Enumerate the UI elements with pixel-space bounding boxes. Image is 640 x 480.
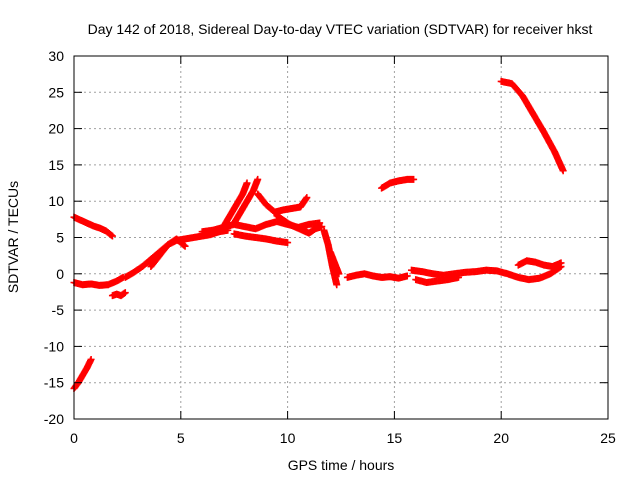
data-point (335, 270, 343, 278)
x-tick-label: 10 (280, 430, 296, 446)
x-tick-label: 25 (600, 430, 616, 446)
x-tick-label: 5 (177, 430, 185, 446)
data-point (557, 259, 565, 267)
data-point (303, 194, 311, 202)
data-point (121, 289, 129, 297)
data-point (243, 179, 251, 187)
data-point (333, 281, 341, 289)
data-point (318, 223, 326, 231)
data-point (108, 232, 116, 240)
y-tick-label: -20 (44, 411, 64, 427)
data-point (403, 272, 411, 280)
y-tick-label: 15 (48, 157, 64, 173)
data-point (284, 239, 292, 247)
y-tick-labels: -20 -15 -10 -5 0 5 10 15 20 25 30 (44, 48, 64, 427)
y-tick-label: 5 (56, 230, 64, 246)
data-point (410, 175, 418, 183)
chart-title: Day 142 of 2018, Sidereal Day-to-day VTE… (88, 21, 593, 37)
x-tick-label: 20 (493, 430, 509, 446)
x-tick-labels: 0 5 10 15 20 25 (70, 430, 616, 446)
y-tick-label: -5 (52, 302, 65, 318)
data-point (254, 175, 262, 183)
y-tick-label: 25 (48, 84, 64, 100)
data-point (559, 167, 567, 175)
x-axis-label: GPS time / hours (288, 457, 395, 473)
y-tick-label: -10 (44, 338, 64, 354)
x-tick-label: 0 (70, 430, 78, 446)
data-point (454, 273, 462, 281)
data-markers (70, 77, 567, 393)
y-tick-label: 20 (48, 121, 64, 137)
data-point (181, 242, 189, 250)
axis-ticks (73, 55, 609, 420)
data-point (180, 241, 188, 249)
x-tick-label: 15 (387, 430, 403, 446)
data-point (87, 355, 95, 363)
y-tick-label: -15 (44, 375, 64, 391)
y-tick-label: 0 (56, 266, 64, 282)
y-tick-label: 10 (48, 193, 64, 209)
y-tick-label: 30 (48, 48, 64, 64)
y-axis-label: SDTVAR / TECUs (5, 181, 21, 293)
data-point (107, 231, 115, 239)
